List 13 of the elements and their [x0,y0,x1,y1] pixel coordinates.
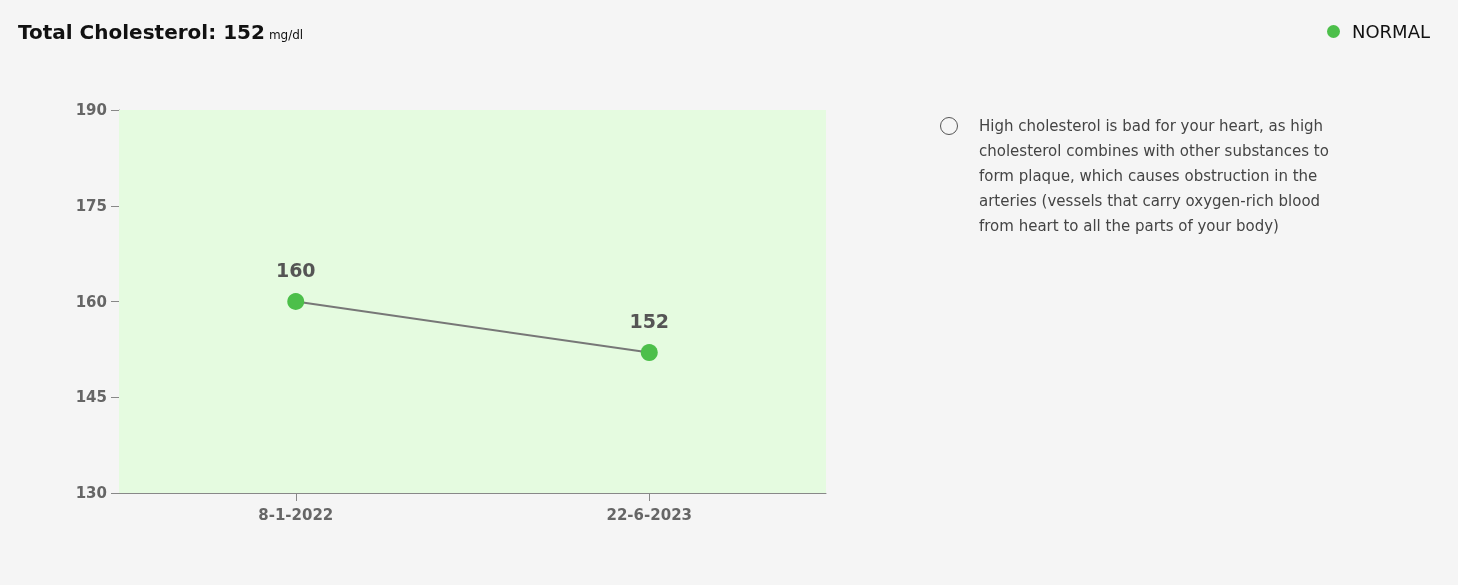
y-tick-label: 160 [75,292,107,311]
y-tick-label: 190 [75,101,107,119]
chart-title: Total Cholesterol: 152 [18,20,265,44]
y-tick-label: 175 [75,196,107,215]
data-label: 152 [629,309,670,332]
x-tick-label: 8-1-2022 [258,505,334,524]
y-tick-label: 145 [75,388,107,407]
text: High cholesterol is bad for your heart, as high cholesterol combines with other substances to form plaque, which causes obstruction in the arteries (vessels that carry oxygen-rich blood from heart to all the parts of your body) [979,116,1330,237]
y-tick-label: 130 [75,484,107,502]
x-tick-label: 22-6-2023 [606,505,693,524]
chart-subtitle: mg/dl [268,28,304,42]
text: NORMAL [1351,21,1430,42]
data-label: 160 [275,258,316,281]
